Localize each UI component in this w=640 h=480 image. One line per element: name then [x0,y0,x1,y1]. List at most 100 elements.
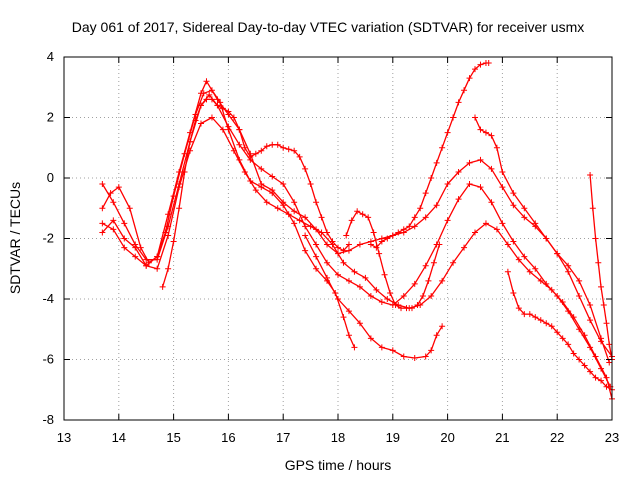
data-point [236,126,243,133]
data-point [499,184,506,191]
data-point [589,205,596,212]
data-point [488,165,495,172]
data-point [554,250,561,257]
data-point [592,374,599,381]
data-point [280,199,287,206]
data-point [587,317,594,324]
data-point [482,220,489,227]
data-point [603,383,610,390]
data-point [461,244,468,251]
data-point [526,311,533,318]
data-point [110,217,117,224]
data-point [450,259,457,266]
data-point [414,302,421,309]
data-point [400,353,407,360]
data-point [592,235,599,242]
data-point [587,368,594,375]
y-tick-label: -2 [42,231,54,246]
series-track-7 [302,232,446,361]
y-tick-label: 2 [47,110,54,125]
data-point [576,277,583,284]
data-point [510,190,517,197]
data-point [230,147,237,154]
data-point [291,208,298,215]
data-point [340,247,347,254]
data-point [269,187,276,194]
series-track-5 [159,96,352,290]
series-track-9 [472,114,613,366]
data-point [606,359,613,366]
data-point [192,117,199,124]
x-tick-label: 16 [221,430,235,445]
data-point [392,302,399,309]
data-point [373,286,380,293]
data-point [603,320,610,327]
data-point [387,289,394,296]
data-point [488,132,495,139]
data-point [461,87,468,94]
data-point [137,244,144,251]
data-point [419,292,426,299]
data-point [378,238,385,245]
data-point [537,317,544,324]
data-point [356,241,363,248]
data-point [176,168,183,175]
data-point [296,153,303,160]
data-point [455,99,462,106]
data-point [598,283,605,290]
data-point [285,211,292,218]
data-point [499,220,506,227]
data-point [302,223,309,230]
data-point [365,214,372,221]
axis-ticks: 13 14 15 16 17 18 19 20 21 22 23 -8 -6 -4 -2 0 2 4 [42,49,619,445]
data-point [400,226,407,233]
data-point [403,305,410,312]
data-point [417,205,424,212]
data-point [225,108,232,115]
data-point [236,141,243,148]
data-point [526,268,533,275]
data-point [291,220,298,227]
data-point [247,153,254,160]
data-point [565,341,572,348]
data-point [335,244,341,251]
data-point [581,332,588,339]
data-point [302,247,309,254]
x-axis-label: GPS time / hours [285,457,392,473]
data-point [176,184,183,191]
data-point [154,265,161,272]
data-point [206,91,213,98]
data-point [208,96,215,103]
x-tick-label: 21 [495,430,509,445]
data-point [318,229,325,236]
data-point [280,181,287,188]
data-point [230,114,237,121]
data-point [274,205,281,212]
series-line [370,62,490,249]
y-tick-label: 0 [47,170,54,185]
data-point [354,208,361,215]
data-point [439,323,446,330]
data-point [165,211,172,218]
data-point [110,199,117,206]
data-point [389,347,396,354]
data-point [384,296,391,302]
data-point [99,229,106,236]
data-point [477,126,484,133]
data-point [132,253,139,260]
data-point [433,159,440,166]
data-point [324,229,331,236]
x-tick-label: 13 [57,430,71,445]
data-point [477,61,484,68]
series-line [161,98,350,288]
data-point [378,344,385,351]
data-point [444,129,451,136]
data-point [515,256,522,263]
series-line [507,271,613,391]
data-point [214,96,221,103]
data-point [214,102,221,109]
data-point [425,277,432,284]
data-point [291,147,298,154]
data-point [345,308,352,315]
data-point [510,202,517,209]
